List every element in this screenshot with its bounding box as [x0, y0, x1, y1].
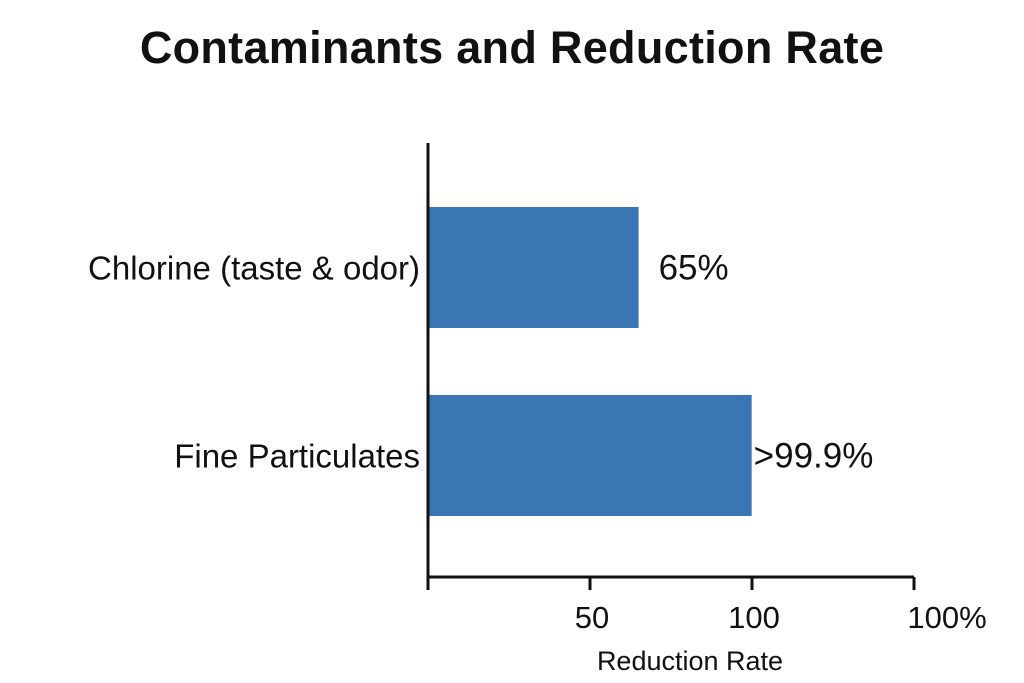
category-label: Fine Particulates: [174, 438, 420, 475]
value-label: >99.9%: [754, 437, 874, 476]
labels-layer: Chlorine (taste & odor) 65% Fine Particula…: [88, 249, 873, 476]
value-label: 65%: [659, 249, 729, 288]
bar-chlorine-taste-odor: [428, 207, 639, 328]
chart-title: Contaminants and Reduction Rate: [139, 22, 885, 73]
x-axis-title: Reduction Rate: [597, 646, 783, 676]
x-tick-label: 100%: [907, 600, 986, 635]
bars-layer: [428, 207, 752, 516]
ticks-layer: 50 100 100%: [575, 577, 987, 635]
bar-fine-particulates: [428, 395, 752, 516]
category-label: Chlorine (taste & odor): [88, 250, 420, 287]
x-tick-label: 100: [728, 600, 780, 635]
x-tick-label: 50: [575, 600, 609, 635]
